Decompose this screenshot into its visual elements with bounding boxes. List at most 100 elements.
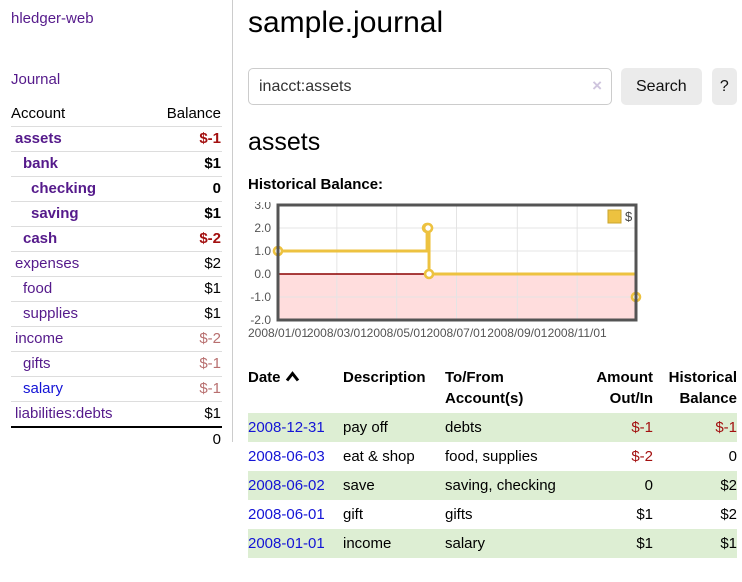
account-link-food[interactable]: food bbox=[23, 280, 53, 297]
account-row: salary $-1 bbox=[11, 376, 222, 402]
account-balance: $1 bbox=[204, 405, 221, 422]
y-axis-tick: 3.0 bbox=[254, 202, 271, 212]
transaction-row: 2008-06-02 save saving, checking 0 $2 bbox=[248, 471, 737, 500]
transaction-accounts: salary bbox=[445, 535, 486, 552]
brand-link[interactable]: hledger-web bbox=[11, 10, 94, 27]
account-row: gifts $-1 bbox=[11, 351, 222, 377]
y-axis-tick: -2.0 bbox=[250, 313, 271, 327]
help-button[interactable]: ? bbox=[711, 68, 737, 105]
account-link-checking[interactable]: checking bbox=[31, 180, 97, 197]
transaction-date-link[interactable]: 2008-01-01 bbox=[248, 535, 325, 552]
transaction-accounts: gifts bbox=[445, 506, 473, 523]
account-row: saving $1 bbox=[11, 201, 222, 227]
account-link-salary[interactable]: salary bbox=[23, 380, 64, 397]
x-axis-tick: 2008/07/01 bbox=[426, 326, 486, 340]
account-row: liabilities:debts $1 bbox=[11, 401, 222, 428]
account-link-expenses[interactable]: expenses bbox=[15, 255, 80, 272]
transaction-amount: $-2 bbox=[631, 448, 653, 465]
account-balance: $-2 bbox=[199, 230, 221, 247]
account-row: income $-2 bbox=[11, 326, 222, 352]
main-content: sample.journal × Search ? assets Histori… bbox=[248, 0, 737, 558]
transaction-row: 2008-06-01 gift gifts $1 $2 bbox=[248, 500, 737, 529]
transaction-row: 2008-12-31 pay off debts $-1 $-1 bbox=[248, 413, 737, 442]
account-row: bank $1 bbox=[11, 151, 222, 177]
search-input[interactable] bbox=[248, 68, 612, 105]
account-balance: $-1 bbox=[199, 130, 221, 147]
account-row: cash $-2 bbox=[11, 226, 222, 252]
column-label: Date bbox=[248, 367, 343, 388]
transaction-amount: $1 bbox=[636, 506, 653, 523]
historical-balance-chart: 3.0 2.0 1.0 0.0 -1.0 -2.0 2008/01/01 2008/03/01… bbox=[248, 198, 708, 348]
accounts-column-header: Account bbox=[11, 105, 66, 122]
account-balance: $1 bbox=[204, 155, 221, 172]
search-input-wrap: × bbox=[248, 68, 612, 105]
account-balance: $1 bbox=[204, 205, 221, 222]
account-balance: $1 bbox=[204, 280, 221, 297]
register-column-historical: Historical Balance bbox=[653, 365, 737, 413]
sort-ascending-icon bbox=[285, 371, 299, 382]
account-row: assets $-1 bbox=[11, 126, 222, 152]
clear-search-icon[interactable]: × bbox=[592, 76, 602, 95]
transaction-date-link[interactable]: 2008-06-03 bbox=[248, 448, 325, 465]
transaction-description: gift bbox=[343, 506, 364, 523]
x-axis-tick: 2008/11/01 bbox=[548, 326, 607, 340]
balance-column-header: Balance bbox=[166, 105, 221, 122]
transaction-amount: 0 bbox=[644, 477, 653, 494]
x-axis-tick: 2008/03/01 bbox=[307, 326, 367, 340]
page-title: sample.journal bbox=[248, 6, 444, 39]
accounts-total-row: 0 bbox=[11, 427, 222, 452]
transaction-row: 2008-01-01 income salary $1 $1 bbox=[248, 529, 737, 558]
transaction-description: save bbox=[343, 477, 375, 494]
column-label: Amount bbox=[596, 369, 653, 386]
accounts-table: Account Balance assets $-1 bank $1 checking 0… bbox=[11, 102, 222, 452]
transaction-accounts: food, supplies bbox=[445, 448, 538, 465]
transaction-description: pay off bbox=[343, 419, 388, 436]
register-column-date[interactable]: Date bbox=[248, 365, 343, 413]
register-column-amount: Amount Out/In bbox=[578, 365, 653, 413]
account-balance: $-1 bbox=[199, 355, 221, 372]
column-label: Description bbox=[343, 369, 426, 386]
transaction-amount: $-1 bbox=[631, 419, 653, 436]
account-link-income[interactable]: income bbox=[15, 330, 64, 347]
x-axis-tick: 2008/05/01 bbox=[367, 326, 427, 340]
accounts-total-value: 0 bbox=[212, 431, 221, 448]
account-link-liabilities-debts[interactable]: liabilities:debts bbox=[15, 405, 113, 422]
transaction-balance: $2 bbox=[720, 506, 737, 523]
transaction-description: income bbox=[343, 535, 392, 552]
chart-label: Historical Balance: bbox=[248, 176, 384, 193]
x-axis-tick: 2008/09/01 bbox=[487, 326, 547, 340]
x-axis-tick: 2008/01/01 bbox=[248, 326, 308, 340]
sidebar-item-journal[interactable]: Journal bbox=[11, 71, 61, 88]
transaction-date-link[interactable]: 2008-06-01 bbox=[248, 506, 325, 523]
transaction-description: eat & shop bbox=[343, 448, 415, 465]
transaction-date-link[interactable]: 2008-06-02 bbox=[248, 477, 325, 494]
transaction-date-link[interactable]: 2008-12-31 bbox=[248, 419, 325, 436]
transaction-balance: $-1 bbox=[715, 419, 737, 436]
account-balance: $-1 bbox=[199, 380, 221, 397]
account-heading: assets bbox=[248, 128, 321, 156]
register-column-tofrom: To/From Account(s) bbox=[445, 365, 578, 413]
account-link-saving[interactable]: saving bbox=[31, 205, 79, 222]
account-balance: $1 bbox=[204, 305, 221, 322]
account-balance: $-2 bbox=[199, 330, 221, 347]
account-link-bank[interactable]: bank bbox=[23, 155, 59, 172]
column-label-line2: Balance bbox=[679, 390, 737, 407]
search-bar: × Search ? bbox=[248, 68, 737, 105]
search-button[interactable]: Search bbox=[621, 68, 702, 105]
legend-label: $ bbox=[625, 209, 633, 224]
account-link-supplies[interactable]: supplies bbox=[23, 305, 79, 322]
account-link-assets[interactable]: assets bbox=[15, 130, 62, 147]
legend-swatch bbox=[607, 209, 622, 224]
column-label: Historical bbox=[668, 369, 737, 386]
y-axis-tick: -1.0 bbox=[250, 290, 271, 304]
y-axis-tick: 2.0 bbox=[254, 221, 271, 235]
account-balance: $2 bbox=[204, 255, 221, 272]
account-link-gifts[interactable]: gifts bbox=[23, 355, 51, 372]
register-table: Date Description To/From Account(s) Amount Ou… bbox=[248, 365, 737, 558]
account-balance: 0 bbox=[212, 180, 221, 197]
y-axis-tick: 0.0 bbox=[254, 267, 271, 281]
account-row: expenses $2 bbox=[11, 251, 222, 277]
account-row: checking 0 bbox=[11, 176, 222, 202]
account-link-cash[interactable]: cash bbox=[23, 230, 58, 247]
transaction-balance: $1 bbox=[720, 535, 737, 552]
